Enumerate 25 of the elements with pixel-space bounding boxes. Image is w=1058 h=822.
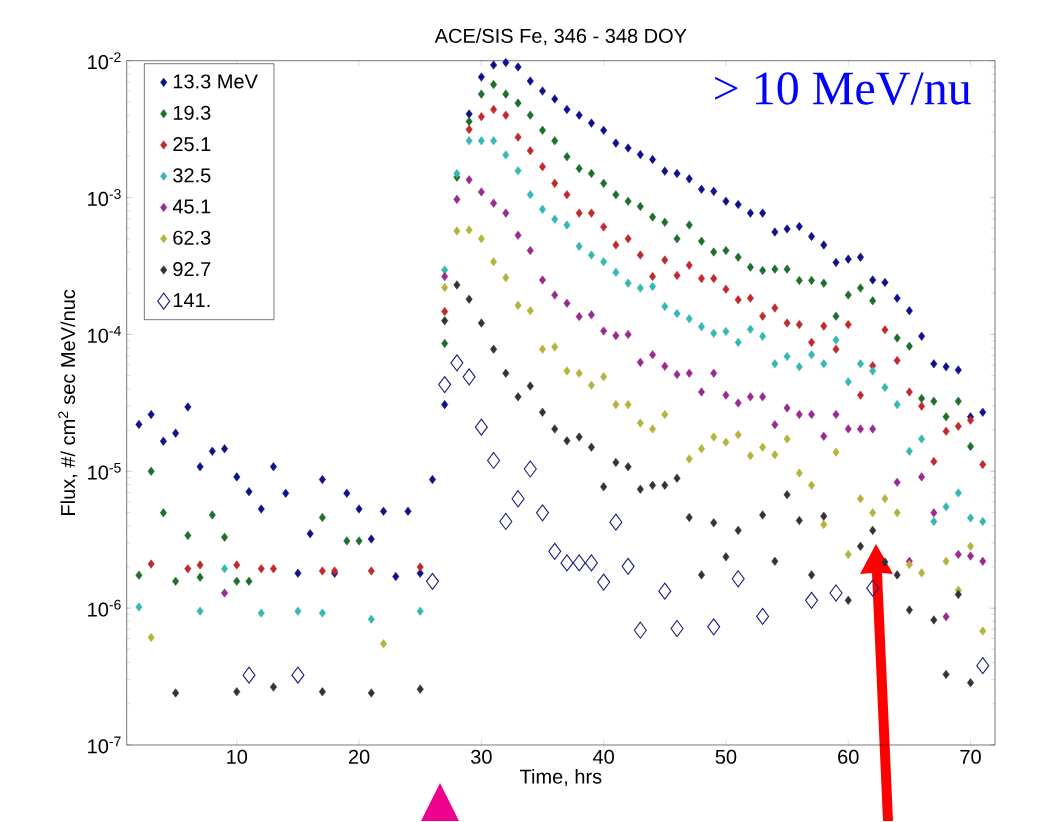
y-tick-label: 10$^{-4}$ [88, 326, 121, 343]
y-tick-label: 10$^{-3}$ [88, 189, 121, 207]
legend-label: 19.3 [173, 105, 211, 120]
legend-label: 92.7 [173, 261, 211, 277]
y-axis-title: Flux, #/ cm$^{2}$ sec MeV/nuc [58, 289, 78, 515]
legend-label: 62.3 [173, 230, 211, 245]
x-tick-label: 40 [592, 749, 614, 764]
y-tick-label: 10$^{-7}$ [88, 736, 121, 754]
legend-label: 32.5 [173, 168, 211, 183]
x-tick-label: 50 [715, 749, 737, 764]
x-axis-title: Time, hrs [519, 769, 602, 787]
annotation: > 10 MeV/nu [715, 72, 971, 105]
x-tick-label: 10 [227, 749, 248, 764]
legend-label: 25.1 [173, 136, 211, 152]
y-tick-label: 10$^{-5}$ [88, 462, 121, 480]
x-tick-label: 20 [348, 749, 370, 764]
legend-label: 13.3 MeV [173, 74, 258, 89]
legend-label: 45.1 [172, 199, 211, 214]
y-tick-label: 10$^{-2}$ [88, 52, 121, 70]
legend-label: 141. [173, 293, 210, 308]
y-tick-label: 10$^{-6}$ [88, 599, 121, 617]
x-tick-label: 30 [470, 749, 492, 764]
chart-title: ACE/SIS Fe, 346 - 348 DOY [434, 28, 687, 46]
x-tick-label: 60 [838, 749, 859, 764]
x-tick-label: 70 [960, 749, 981, 764]
